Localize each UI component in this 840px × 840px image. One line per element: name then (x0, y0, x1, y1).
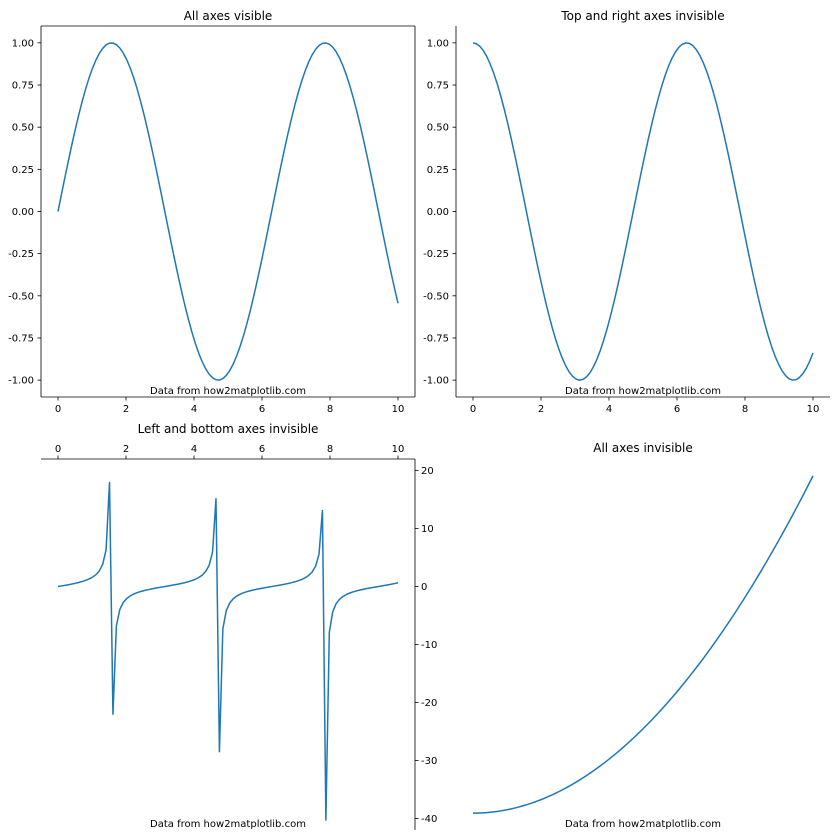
y-tick-label: 0.50 (427, 123, 449, 134)
y-tick-label: 0.25 (12, 165, 34, 176)
y-tick-label: -40 (421, 814, 437, 825)
y-tick-label: 1.00 (427, 38, 449, 49)
x-tick-label: 4 (191, 444, 197, 455)
subplot-left-bottom-axes-invisible: Left and bottom axes invisible 0 2 4 6 8 10 -4… (41, 422, 437, 830)
source-note: Data from how2matplotlib.com (150, 386, 306, 397)
axis-ticks: 0 2 4 6 8 10 -40 -30 -20 -10 0 10 20 (55, 444, 438, 825)
source-note: Data from how2matplotlib.com (150, 819, 306, 830)
y-tick-label: -20 (421, 698, 437, 709)
y-tick-label: 0.75 (12, 81, 34, 92)
x-tick-label: 2 (538, 404, 544, 415)
y-tick-label: 0.75 (427, 81, 449, 92)
y-tick-label: -1.00 (8, 376, 34, 387)
y-tick-label: 0 (421, 582, 427, 593)
x-tick-label: 10 (392, 404, 405, 415)
x-tick-label: 8 (742, 404, 748, 415)
y-tick-label: 0.25 (427, 165, 449, 176)
subplot-title: Left and bottom axes invisible (138, 422, 319, 436)
x-tick-label: 6 (674, 404, 680, 415)
subplot-all-axes-visible: All axes visible 0 2 4 6 8 10 -1.00 -0.75 -0.50 -… (8, 9, 416, 415)
series-line (57, 481, 399, 821)
series-line (472, 42, 814, 381)
x-tick-label: 6 (259, 444, 265, 455)
x-tick-label: 0 (55, 444, 61, 455)
subplot-top-right-axes-invisible: Top and right axes invisible 0 2 4 6 8 10 -1.0… (423, 9, 830, 415)
axis-spines (40, 25, 416, 398)
y-tick-label: -0.75 (8, 333, 34, 344)
subplot-title: All axes visible (184, 9, 273, 23)
y-tick-label: -30 (421, 756, 437, 767)
axis-spines (41, 458, 416, 830)
axis-ticks: 0 2 4 6 8 10 -1.00 -0.75 -0.50 -0.25 0.00 0.25 0.50 0… (423, 38, 819, 415)
x-tick-label: 8 (327, 444, 333, 455)
x-tick-label: 0 (55, 404, 61, 415)
x-tick-label: 0 (470, 404, 476, 415)
subplot-title: All axes invisible (593, 441, 693, 455)
series-line (57, 42, 399, 381)
x-tick-label: 10 (392, 444, 405, 455)
y-tick-label: -10 (421, 640, 437, 651)
y-tick-label: -1.00 (423, 376, 449, 387)
y-tick-label: -0.25 (8, 249, 34, 260)
x-tick-label: 4 (191, 404, 197, 415)
source-note: Data from how2matplotlib.com (565, 819, 721, 830)
x-tick-label: 8 (327, 404, 333, 415)
x-tick-label: 4 (606, 404, 612, 415)
source-note: Data from how2matplotlib.com (565, 386, 721, 397)
axis-ticks: 0 2 4 6 8 10 -1.00 -0.75 -0.50 -0.25 0.00 0.25 0.50 0… (8, 38, 404, 415)
y-tick-label: 0.00 (427, 207, 449, 218)
subplot-all-axes-invisible: All axes invisible Data from how2matplot… (472, 441, 814, 830)
series-line (472, 475, 814, 814)
y-tick-label: -0.50 (8, 291, 34, 302)
y-tick-label: 0.00 (12, 207, 34, 218)
axis-spines (455, 26, 830, 398)
x-tick-label: 2 (123, 444, 129, 455)
y-tick-label: -0.75 (423, 333, 449, 344)
y-tick-label: 0.50 (12, 123, 34, 134)
x-tick-label: 2 (123, 404, 129, 415)
y-tick-label: 20 (421, 466, 434, 477)
y-tick-label: -0.50 (423, 291, 449, 302)
x-tick-label: 10 (807, 404, 820, 415)
y-tick-label: 1.00 (12, 38, 34, 49)
y-tick-label: -0.25 (423, 249, 449, 260)
y-tick-label: 10 (421, 524, 434, 535)
subplot-title: Top and right axes invisible (560, 9, 724, 23)
x-tick-label: 6 (259, 404, 265, 415)
